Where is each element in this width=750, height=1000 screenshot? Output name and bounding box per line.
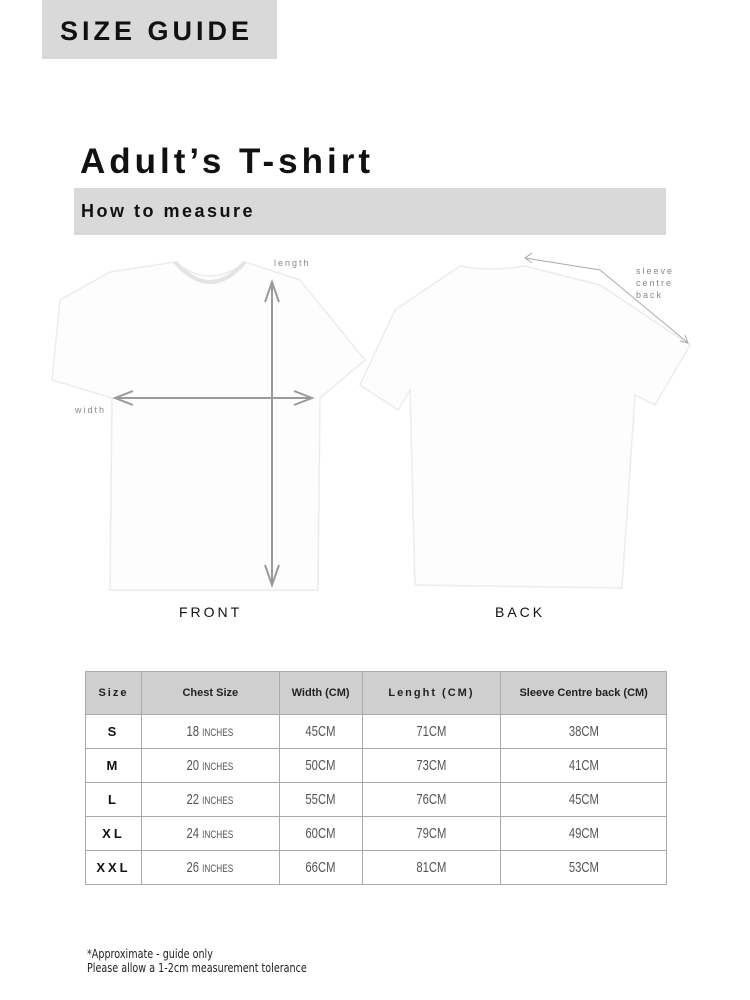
size-cell: S [85,714,142,749]
chest-cell: 18 INCHES [158,714,263,749]
length-cell: 73CM [379,748,484,783]
page-title: Adult’s T-shirt [80,142,374,181]
header-sleeve: Sleeve Centre back (CM) [500,671,667,715]
front-label: FRONT [179,604,243,620]
sleeve-cell: 41CM [521,748,647,783]
length-cell: 76CM [379,782,484,817]
table-row: XXL 26 INCHES 66CM 81CM 53CM [85,850,667,885]
table-row: L 22 INCHES 55CM 76CM 45CM [85,782,667,817]
size-table: Size Chest Size Width (CM) Lenght (CM) S… [85,671,667,885]
chest-value: 22 [186,791,200,808]
size-cell: XL [85,816,142,851]
chest-value: 18 [186,723,200,740]
footnote: *Approximate - guide only Please allow a… [87,947,307,975]
size-cell: XXL [85,850,142,885]
header-size: Size [85,671,142,715]
sleeve-label-line: back [636,290,664,300]
width-cell: 60CM [289,816,353,851]
chest-cell: 20 INCHES [158,748,263,783]
back-label: BACK [495,604,546,620]
size-cell: M [85,748,142,783]
footnote-line: Please allow a 1-2cm measurement toleran… [87,961,307,975]
width-cell: 66CM [289,850,353,885]
sleeve-cell: 38CM [521,714,647,749]
chest-value: 24 [186,825,200,842]
chest-unit: INCHES [202,761,234,773]
chest-cell: 22 INCHES [158,782,263,817]
header-length: Lenght (CM) [361,671,502,715]
chest-value: 20 [186,757,200,774]
size-cell: L [85,782,142,817]
footnote-line: *Approximate - guide only [87,947,213,961]
sleeve-label-line: centre [636,278,674,288]
table-row: M 20 INCHES 50CM 73CM 41CM [85,748,667,783]
header-width: Width (CM) [278,671,363,715]
chest-value: 26 [186,859,200,876]
width-label: width [75,405,107,415]
banner-label: SIZE GUIDE [60,16,254,46]
sleeve-arrow [524,252,689,344]
header-chest: Chest Size [140,671,280,715]
table-row: S 18 INCHES 45CM 71CM 38CM [85,714,667,749]
length-cell: 71CM [379,714,484,749]
width-cell: 50CM [289,748,353,783]
chest-unit: INCHES [202,863,234,875]
length-cell: 79CM [379,816,484,851]
chest-unit: INCHES [202,795,234,807]
length-label: length [274,258,311,268]
chest-cell: 24 INCHES [158,816,263,851]
how-to-measure-bar: How to measure [74,188,666,235]
back-tshirt-icon [359,265,692,589]
sleeve-cell: 53CM [521,850,647,885]
chest-cell: 26 INCHES [158,850,263,885]
chest-unit: INCHES [202,727,234,739]
tshirt-illustration [51,252,692,591]
width-cell: 55CM [289,782,353,817]
subtitle: How to measure [81,201,256,221]
sleeve-label: sleeve centre back [636,265,674,301]
size-guide-banner: SIZE GUIDE [42,0,277,59]
sleeve-cell: 45CM [521,782,647,817]
width-cell: 45CM [289,714,353,749]
chest-unit: INCHES [202,829,234,841]
table-header-row: Size Chest Size Width (CM) Lenght (CM) S… [85,671,667,715]
table-row: XL 24 INCHES 60CM 79CM 49CM [85,816,667,851]
length-cell: 81CM [379,850,484,885]
sleeve-cell: 49CM [521,816,647,851]
sleeve-label-line: sleeve [636,266,675,276]
front-tshirt-icon [51,260,367,591]
